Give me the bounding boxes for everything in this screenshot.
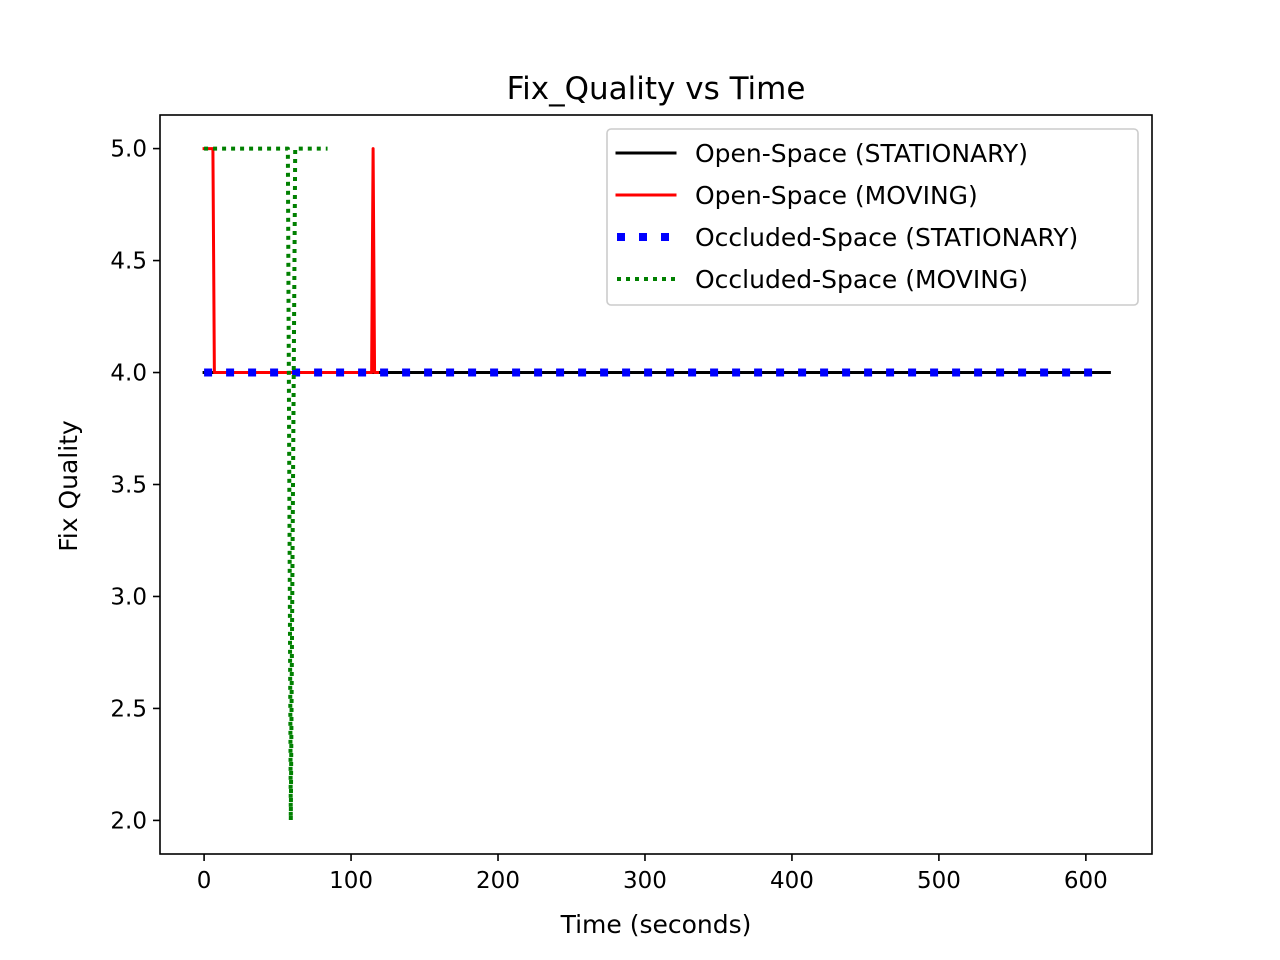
y-tick-label: 5.0: [110, 137, 147, 163]
legend-label: Open-Space (MOVING): [695, 181, 978, 210]
chart-title: Fix_Quality vs Time: [507, 71, 806, 107]
x-tick-label: 500: [917, 868, 961, 894]
x-tick-label: 300: [623, 868, 667, 894]
series-layer: [202, 146, 1111, 823]
legend-entries: Open-Space (STATIONARY) Open-Space (MOVIN…: [615, 139, 1078, 294]
legend-label: Open-Space (STATIONARY): [695, 139, 1028, 168]
y-tick-label: 3.5: [110, 473, 147, 499]
y-axis-ticks: 2.0 2.5 3.0 3.5 4.0 4.5 5.0: [110, 137, 160, 834]
y-tick-label: 2.5: [110, 696, 147, 722]
y-tick-label: 4.5: [110, 249, 147, 275]
x-axis-label: Time (seconds): [560, 910, 752, 939]
series-line-open-space-moving: [202, 147, 380, 375]
legend-box: [606, 128, 1139, 306]
x-tick-label: 0: [197, 868, 212, 894]
x-axis-ticks: 0 100 200 300 400 500 600: [197, 854, 1108, 894]
x-tick-label: 600: [1064, 868, 1108, 894]
x-tick-label: 400: [770, 868, 814, 894]
legend-label: Occluded-Space (STATIONARY): [695, 223, 1078, 252]
legend-label: Occluded-Space (MOVING): [695, 265, 1028, 294]
x-tick-label: 200: [476, 868, 520, 894]
y-tick-label: 3.0: [110, 584, 147, 610]
x-tick-label: 100: [329, 868, 373, 894]
y-tick-label: 2.0: [110, 808, 147, 834]
y-axis-label: Fix Quality: [54, 420, 83, 552]
y-tick-label: 4.0: [110, 361, 147, 387]
legend: Open-Space (STATIONARY) Open-Space (MOVIN…: [606, 128, 1139, 306]
series-line-occluded-space-moving: [204, 146, 328, 823]
